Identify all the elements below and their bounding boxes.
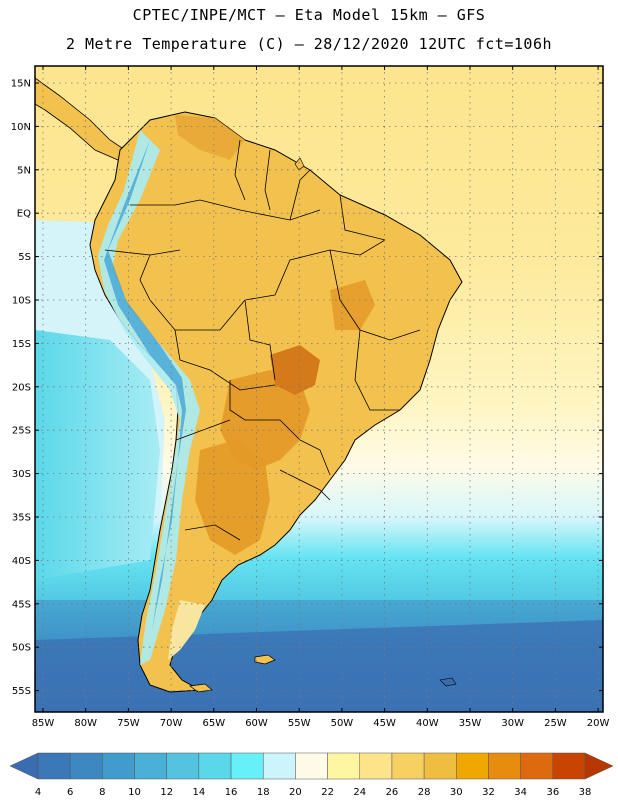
lat-label: 15N <box>11 79 31 90</box>
colorbar-swatch <box>166 752 200 780</box>
colorbar-label: 8 <box>99 787 105 798</box>
colorbar-swatch <box>488 752 521 780</box>
colorbar-label: 16 <box>225 787 238 798</box>
pantanal-hottest-zone <box>270 345 320 395</box>
map-frame <box>34 65 604 713</box>
colorbar-swatch <box>520 752 554 780</box>
longitude-axis: 85W 80W 75W 70W 65W 60W 55W 50W 45W 40W 35W 30W 25W 2… <box>32 66 610 729</box>
colorbar-label: 28 <box>418 787 431 798</box>
colorbar-label: 32 <box>482 787 495 798</box>
colorbar-label: 6 <box>67 787 73 798</box>
colorbar-label: 24 <box>353 787 366 798</box>
lat-label: 25S <box>12 426 31 437</box>
colorbar-label: 4 <box>35 787 41 798</box>
colorbar-under-arrow <box>9 752 39 780</box>
colorbar-label: 18 <box>257 787 270 798</box>
patagonia-mild-zone <box>168 600 205 660</box>
colorbar-over-arrow <box>584 752 614 780</box>
tierra-del-fuego-tip <box>189 683 213 693</box>
colorbar-swatch <box>456 752 489 780</box>
colorbar-swatch <box>230 752 264 780</box>
latitude-axis: 15N 10N 5N EQ 5S 10S 15S 20S 25S 30S 35S 40S 45S 50S 5… <box>11 79 603 697</box>
lat-label: 20S <box>12 382 31 393</box>
lon-label: 45W <box>373 718 396 729</box>
lon-label: 80W <box>74 718 97 729</box>
colorbar: 4 6 8 10 12 14 16 18 20 22 24 26 28 30 32 34 36 38 <box>9 752 614 798</box>
colorbar-swatch <box>423 752 457 780</box>
lon-label: 85W <box>32 718 55 729</box>
lat-label: 15S <box>12 339 31 350</box>
lat-label: 30S <box>12 469 31 480</box>
south-georgia-island <box>439 677 457 687</box>
lon-label: 60W <box>245 718 268 729</box>
map-title-line2: 2 Metre Temperature (C) – 28/12/2020 12U… <box>65 35 553 53</box>
lon-label: 75W <box>117 718 140 729</box>
colorbar-label: 26 <box>386 787 399 798</box>
colorbar-swatch <box>198 752 232 780</box>
colorbar-swatch <box>359 752 393 780</box>
lat-label: 40S <box>12 556 31 567</box>
colorbar-swatch <box>391 752 425 780</box>
lon-label: 35W <box>459 718 482 729</box>
colorbar-swatch <box>134 752 167 780</box>
falkland-islands <box>254 654 276 665</box>
colorbar-label: 22 <box>321 787 334 798</box>
colorbar-label: 34 <box>514 787 527 798</box>
colorbar-swatch <box>37 752 71 780</box>
lat-label: 45S <box>12 599 31 610</box>
lon-label: 50W <box>331 718 354 729</box>
colorbar-label: 12 <box>160 787 173 798</box>
lon-label: 40W <box>416 718 439 729</box>
colorbar-swatch <box>69 752 103 780</box>
colorbar-label: 36 <box>546 787 559 798</box>
lat-label: 5N <box>17 165 31 176</box>
lon-label: 65W <box>202 718 225 729</box>
lon-label: 70W <box>160 718 183 729</box>
map-title-line1: CPTEC/INPE/MCT – Eta Model 15km – GFS <box>132 6 486 24</box>
map-panel <box>35 66 603 712</box>
lon-label: 25W <box>544 718 567 729</box>
lat-label: 55S <box>12 686 31 697</box>
brazil-central-hot-zone <box>330 280 375 330</box>
colorbar-swatch <box>102 752 135 780</box>
lon-label: 20W <box>587 718 610 729</box>
colorbar-label: 20 <box>289 787 302 798</box>
colorbar-label: 10 <box>128 787 141 798</box>
andes-cool-ridge <box>98 130 200 665</box>
lat-label: 10S <box>12 296 31 307</box>
lat-label: EQ <box>17 209 31 220</box>
lat-label: 10N <box>11 122 31 133</box>
colorbar-label: 38 <box>579 787 592 798</box>
colorbar-label: 30 <box>450 787 463 798</box>
lat-label: 50S <box>12 643 31 654</box>
lat-label: 5S <box>18 252 31 263</box>
colorbar-swatch <box>295 752 328 780</box>
lon-label: 55W <box>288 718 311 729</box>
coastal-island <box>294 157 305 171</box>
lat-label: 35S <box>12 513 31 524</box>
colorbar-swatch <box>552 752 586 780</box>
colorbar-swatch <box>262 752 296 780</box>
colorbar-swatch <box>327 752 361 780</box>
colorbar-label: 14 <box>193 787 206 798</box>
lon-label: 30W <box>501 718 524 729</box>
